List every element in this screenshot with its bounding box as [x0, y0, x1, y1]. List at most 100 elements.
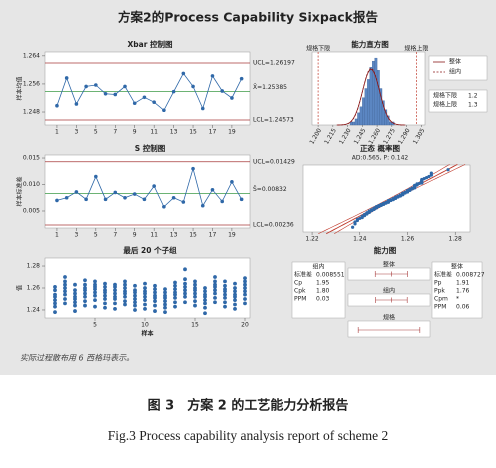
legend-box	[428, 55, 488, 81]
sample-point	[63, 301, 67, 306]
y-axis-label: 样本标准差	[16, 176, 24, 206]
sample-point	[143, 289, 147, 294]
prob-point	[365, 211, 369, 215]
sample-point	[173, 280, 177, 285]
x-tick-label: 20	[241, 322, 249, 329]
sample-point	[93, 293, 97, 298]
sample-point	[133, 308, 137, 312]
prob-point	[398, 193, 402, 197]
data-point	[200, 106, 205, 111]
sample-point	[243, 301, 247, 306]
stats-name: PPM	[294, 296, 306, 303]
sample-point	[143, 294, 147, 299]
prob-point	[410, 186, 414, 190]
sample-point	[223, 287, 227, 291]
sample-point	[193, 303, 197, 308]
sample-point	[243, 282, 247, 287]
x-tick-label: 7	[113, 232, 117, 239]
hist-bar	[357, 112, 361, 126]
sample-point	[133, 293, 137, 298]
prob-point	[427, 174, 431, 179]
sample-point	[53, 285, 57, 289]
data-point	[84, 84, 88, 89]
prob-point	[382, 201, 386, 205]
sample-point	[173, 304, 177, 309]
x-axis-label: 样本	[141, 330, 154, 338]
stats-name: Ppk	[434, 288, 445, 295]
sample-point	[133, 300, 137, 305]
sample-point	[83, 291, 87, 296]
data-point	[220, 199, 225, 204]
hist-bar	[367, 79, 370, 126]
sample-point	[203, 298, 207, 302]
sample-point	[153, 293, 157, 298]
x-tick-label: 3	[74, 232, 78, 239]
hist-bar	[369, 67, 373, 126]
data-point	[210, 74, 215, 78]
sample-point	[213, 282, 217, 287]
sample-point	[193, 286, 197, 290]
prob-point	[372, 206, 376, 210]
sample-point	[233, 298, 237, 302]
sample-point	[113, 288, 117, 293]
x-tick-label: 11	[150, 232, 158, 239]
x-tick-label: 7	[113, 129, 117, 136]
sample-point	[233, 289, 237, 294]
hist-bar	[352, 121, 356, 126]
sample-point	[213, 291, 217, 296]
stats-name: Cpk	[294, 288, 306, 295]
stats-value: 1.80	[316, 288, 330, 295]
sample-point	[193, 294, 197, 299]
hist-bar	[359, 106, 363, 126]
sample-point	[83, 299, 87, 304]
sample-point	[203, 292, 207, 297]
sample-point	[63, 289, 67, 294]
chart-title: Xbar 控制图	[127, 39, 173, 49]
prob-point	[424, 176, 429, 180]
xbar-plot-area	[44, 51, 251, 126]
sample-point	[243, 286, 247, 290]
sample-point	[123, 294, 127, 299]
prob-point	[446, 168, 450, 172]
prob-point	[405, 188, 410, 193]
data-point	[142, 95, 147, 100]
sample-point	[153, 283, 157, 288]
data-point	[191, 84, 195, 89]
y-tick-label: 1.256	[23, 80, 40, 87]
sample-point	[203, 289, 207, 294]
prob-point	[393, 195, 398, 199]
data-point	[103, 91, 108, 96]
data-point	[200, 203, 205, 208]
data-point	[239, 76, 244, 81]
stats-title: 整体	[451, 263, 463, 271]
chart-subtitle: AD:0.565, P: 0.142	[352, 155, 409, 162]
stats-value: 0.03	[316, 296, 330, 303]
sample-point	[233, 306, 237, 311]
sample-point	[83, 282, 87, 287]
sample-point	[83, 294, 87, 299]
sample-point	[223, 283, 227, 288]
prob-point	[413, 183, 417, 187]
sample-point	[183, 267, 187, 272]
prob-point	[355, 217, 359, 221]
sample-point	[103, 285, 107, 289]
sample-point	[103, 293, 107, 298]
data-point	[239, 197, 244, 202]
data-point	[181, 71, 186, 76]
sample-point	[93, 290, 97, 295]
sample-point	[143, 298, 147, 302]
x-tick-label: 13	[170, 129, 178, 136]
sample-point	[123, 282, 127, 287]
sample-point	[153, 287, 157, 291]
data-point	[132, 101, 137, 106]
sample-point	[83, 286, 87, 290]
data-point	[162, 204, 166, 209]
sample-point	[53, 292, 57, 297]
sample-point	[63, 279, 67, 284]
sample-point	[73, 303, 77, 308]
sample-point	[83, 303, 87, 308]
sample-point	[163, 293, 167, 298]
data-point	[113, 190, 118, 195]
data-point	[230, 180, 234, 184]
